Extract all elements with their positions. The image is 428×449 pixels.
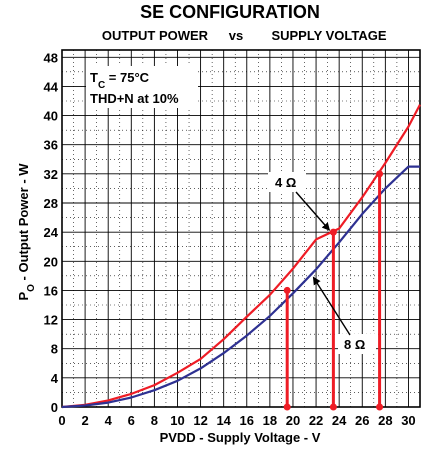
series-lines: [61, 104, 421, 409]
condition-thd: THD+N at 10%: [90, 91, 179, 106]
marker-bottom-dot: [283, 403, 291, 411]
label-8ohm: 8 Ω: [344, 337, 365, 352]
condition-temperature-prefix: T: [90, 70, 98, 85]
conditions-box: [86, 66, 198, 108]
y-tick-label: 32: [44, 167, 58, 182]
marker-lines: [283, 170, 384, 411]
label-4ohm-bg: [268, 172, 306, 192]
y-axis-label: PO - Output Power - W: [16, 163, 37, 301]
x-tick-label: 2: [81, 413, 88, 428]
marker-bottom-dot: [376, 403, 384, 411]
arrow-to-4ohm: [295, 191, 331, 231]
condition-temperature-sub: C: [98, 80, 105, 91]
y-tick-label: 36: [44, 138, 58, 153]
x-tick-label: 12: [193, 413, 207, 428]
x-tick-label: 4: [105, 413, 113, 428]
y-tick-label: 0: [51, 400, 58, 415]
y-tick-label: 44: [44, 79, 59, 94]
series-line-4ohm: [61, 104, 421, 409]
y-axis-label-sub: O: [26, 284, 37, 292]
y-tick-label: 40: [44, 109, 58, 124]
series-line-8ohm: [61, 165, 420, 409]
arrow-to-8ohm: [312, 276, 351, 336]
y-tick-label: 12: [44, 313, 58, 328]
label-8ohm-bg: [338, 334, 376, 354]
x-tick-label: 16: [240, 413, 254, 428]
x-axis-label: PVDD - Supply Voltage - V: [160, 430, 321, 445]
condition-temperature-rest: = 75°C: [105, 70, 149, 85]
chart-title: SE CONFIGURATION: [140, 2, 320, 22]
y-tick-label: 48: [44, 50, 58, 65]
x-tick-label: 22: [309, 413, 323, 428]
marker-top-dot: [283, 286, 291, 294]
y-tick-label: 28: [44, 196, 58, 211]
y-axis-label-prefix: P: [16, 292, 31, 301]
x-tick-label: 0: [58, 413, 65, 428]
x-tick-label: 30: [401, 413, 415, 428]
y-tick-label: 16: [44, 283, 58, 298]
y-tick-label: 4: [51, 371, 59, 386]
condition-temperature: TC = 75°C: [90, 70, 150, 91]
label-4ohm: 4 Ω: [275, 175, 296, 190]
x-tick-label: 6: [128, 413, 135, 428]
x-tick-label: 10: [170, 413, 184, 428]
tick-labels: 0 2 4 6 8 10 12 14 16 18 20 22 24 26 28 300481216202428…: [44, 50, 416, 428]
y-axis-label-rest: - Output Power - W: [16, 163, 31, 284]
chart-subtitle-right: SUPPLY VOLTAGE: [271, 28, 386, 43]
y-tick-label: 8: [51, 342, 58, 357]
y-tick-label: 20: [44, 254, 58, 269]
x-tick-label: 26: [355, 413, 369, 428]
x-tick-label: 14: [216, 413, 231, 428]
marker-top-dot: [329, 228, 337, 236]
chart-subtitle-vs: vs: [229, 28, 243, 43]
marker-bottom-dot: [329, 403, 337, 411]
marker-top-dot: [376, 170, 384, 178]
chart-subtitle-left: OUTPUT POWER: [102, 28, 209, 43]
annotation-arrows: [295, 191, 351, 336]
x-tick-label: 24: [332, 413, 347, 428]
y-tick-label: 24: [44, 225, 59, 240]
x-tick-label: 28: [378, 413, 392, 428]
x-tick-label: 20: [286, 413, 300, 428]
x-tick-label: 8: [151, 413, 158, 428]
x-tick-label: 18: [263, 413, 277, 428]
